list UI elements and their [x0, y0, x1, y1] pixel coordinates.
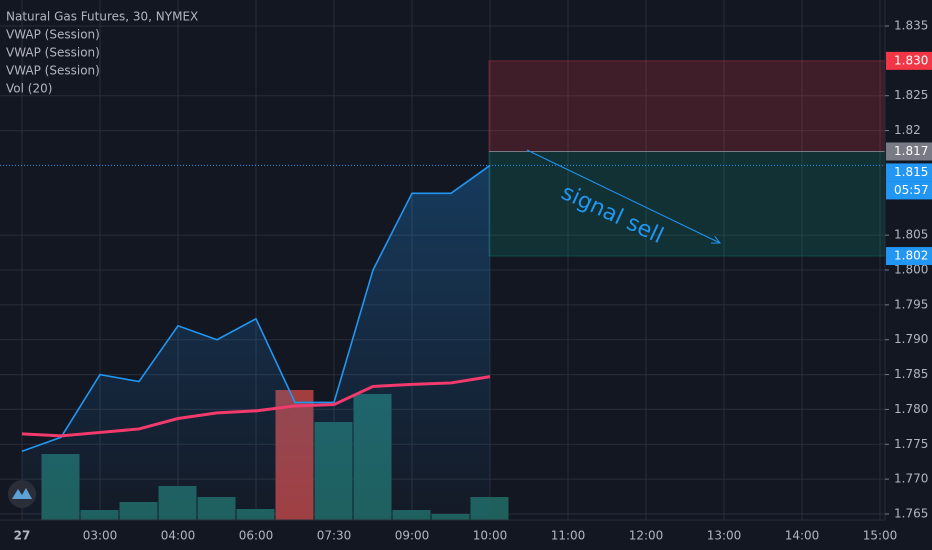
stop-zone: [488, 60, 886, 152]
legend-entry: VWAP (Session): [6, 46, 100, 60]
logo: [8, 480, 36, 508]
target-zone: [488, 150, 886, 257]
y-tick-label: 1.780: [894, 402, 928, 416]
y-tick-label: 1.765: [894, 507, 928, 521]
entry-tag-label: 1.817: [894, 144, 928, 158]
y-tick-label: 1.825: [894, 88, 928, 102]
price-area: [22, 165, 490, 520]
y-tick-label: 1.785: [894, 367, 928, 381]
x-tick-label: 13:00: [707, 529, 742, 543]
x-tick-label: 03:00: [83, 529, 118, 543]
stop-tag: [886, 51, 932, 70]
y-tick-label: 1.795: [894, 297, 928, 311]
legend-title: Natural Gas Futures, 30, NYMEX: [6, 10, 198, 24]
vwap-line: [21, 375, 491, 438]
x-tick-label: 06:00: [239, 529, 274, 543]
x-tick-label: 15:00: [863, 529, 898, 543]
y-tick-label: 1.800: [894, 263, 928, 277]
x-tick-label: 07:30: [317, 529, 352, 543]
last-price-tag-label: 1.815: [894, 165, 928, 179]
legend-entry: Vol (20): [6, 82, 52, 96]
y-tick-label: 1.775: [894, 437, 928, 451]
countdown-tag: [886, 181, 932, 200]
y-tick-label: 1.82: [894, 123, 921, 137]
entry-tag: [886, 142, 932, 161]
legend-entry: VWAP (Session): [6, 28, 100, 42]
annotation-arrow: [526, 149, 720, 243]
x-tick-label: 11:00: [551, 529, 586, 543]
last-price-tag: [886, 163, 932, 182]
logo-mark: [12, 488, 32, 499]
target-tag-label: 1.802: [894, 249, 928, 263]
y-tick-label: 1.805: [894, 228, 928, 242]
y-tick-label: 1.790: [894, 332, 928, 346]
stop-tag-label: 1.830: [894, 53, 928, 67]
x-tick-label: 12:00: [629, 529, 664, 543]
x-tick-label: 09:00: [395, 529, 430, 543]
x-tick-label: 04:00: [161, 529, 196, 543]
y-tick-label: 1.770: [894, 472, 928, 486]
price-line: [21, 164, 491, 453]
legend-entry: VWAP (Session): [6, 64, 100, 78]
countdown-label: 05:57: [894, 183, 929, 197]
x-tick-label: 14:00: [785, 529, 820, 543]
target-tag: [886, 247, 932, 266]
x-tick-label: 27: [14, 529, 31, 543]
y-tick-label: 1.835: [894, 19, 928, 33]
x-tick-label: 10:00: [473, 529, 508, 543]
